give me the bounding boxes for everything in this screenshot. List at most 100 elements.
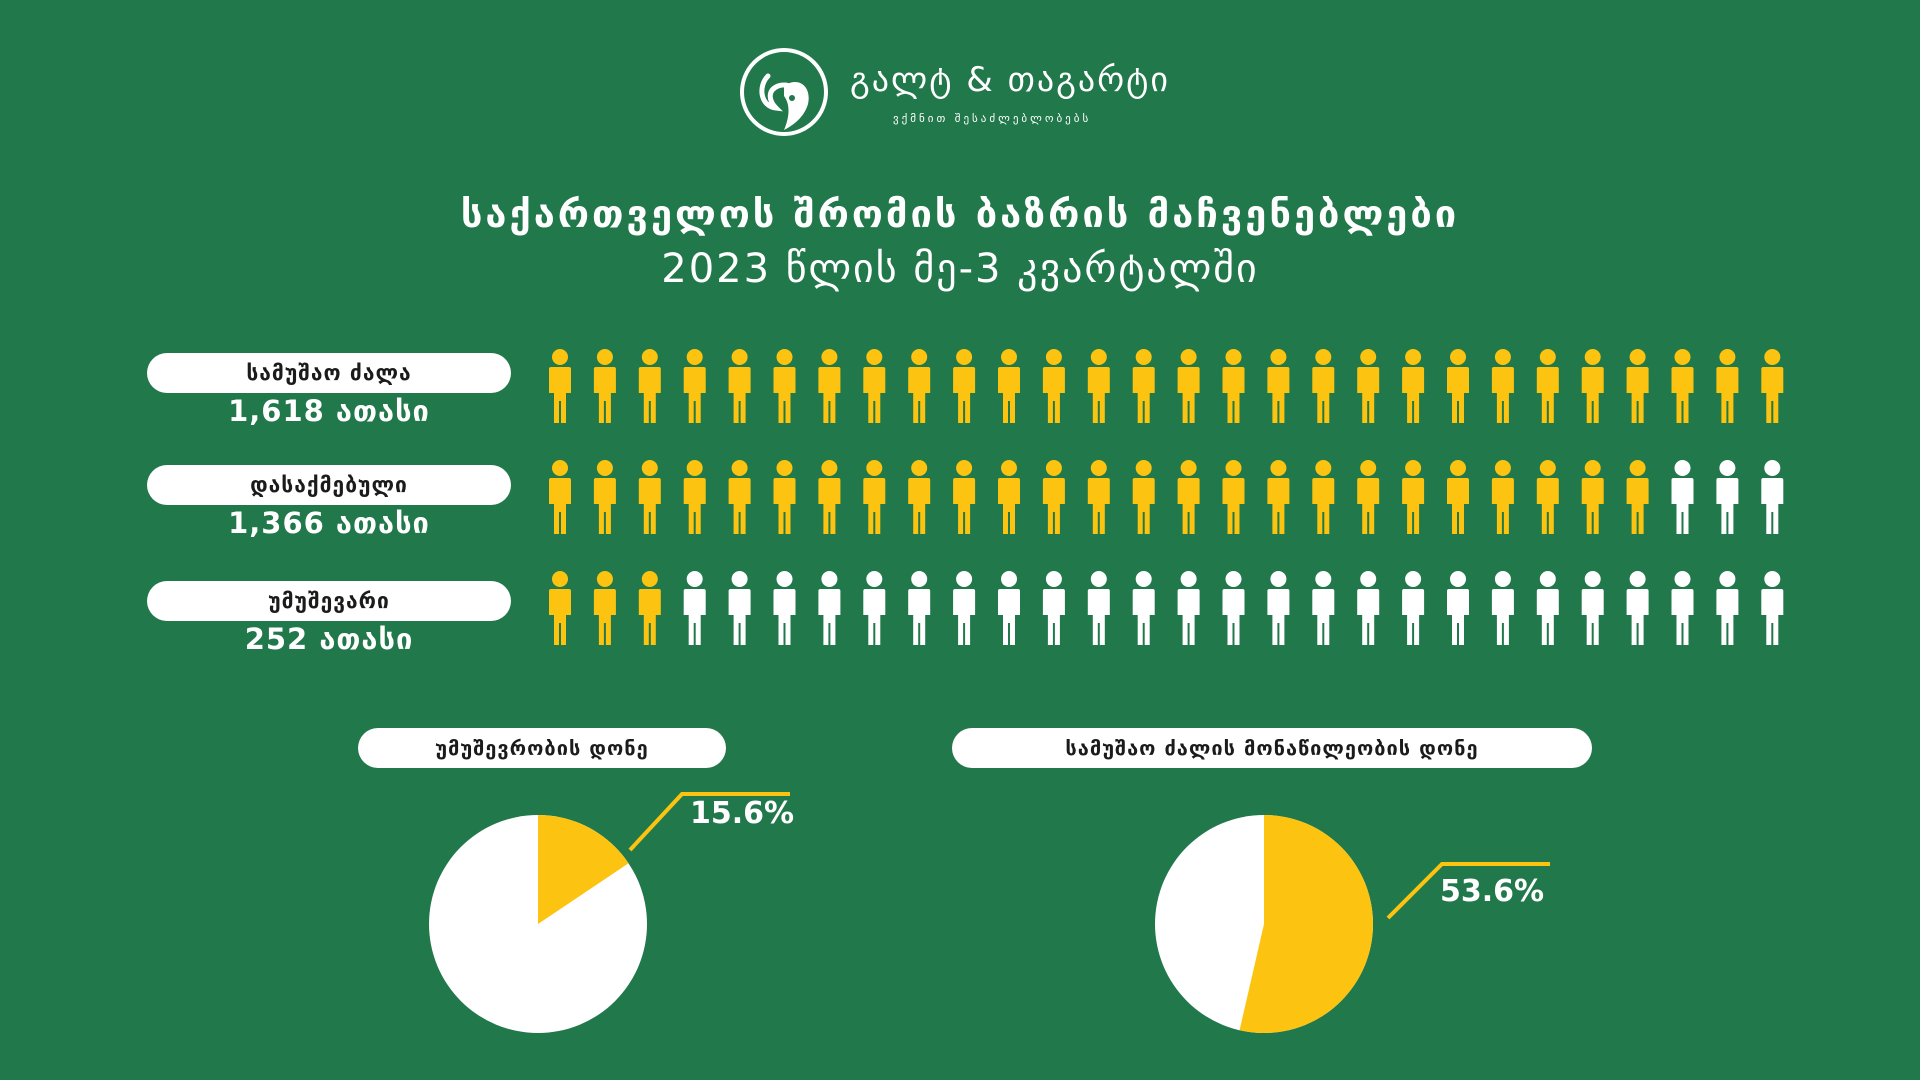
person-icon bbox=[549, 571, 571, 645]
brand-tagline: ვქმნით შესაძლებლობებს bbox=[893, 112, 1092, 125]
people-row-unemployed bbox=[548, 571, 1788, 647]
person-icon bbox=[908, 460, 931, 534]
person-icon bbox=[1087, 349, 1110, 423]
person-icon bbox=[1222, 460, 1245, 534]
person-icon bbox=[773, 460, 796, 534]
ram-head-icon bbox=[740, 48, 828, 136]
row-label-employed: დასაქმებული bbox=[147, 465, 511, 505]
person-icon bbox=[998, 571, 1020, 645]
person-icon bbox=[1716, 349, 1739, 423]
person-icon bbox=[549, 460, 571, 534]
pie-leader-line bbox=[1386, 862, 1550, 920]
pie-chart-unemployment-rate bbox=[429, 792, 790, 1033]
person-icon bbox=[1536, 571, 1559, 645]
person-icon bbox=[1536, 460, 1559, 534]
person-icon bbox=[1312, 460, 1335, 534]
person-icon bbox=[1402, 349, 1425, 423]
person-icon bbox=[683, 460, 706, 534]
person-icon bbox=[818, 349, 841, 423]
person-icon bbox=[908, 571, 931, 645]
person-icon bbox=[1132, 349, 1155, 423]
people-row-labor-force bbox=[548, 349, 1788, 425]
row-value-employed: 1,366 ათასი bbox=[228, 506, 430, 540]
person-icon bbox=[998, 460, 1020, 534]
person-icon bbox=[638, 349, 661, 423]
person-icon bbox=[1312, 571, 1335, 645]
person-icon bbox=[1357, 571, 1380, 645]
row-value-unemployed: 252 ათასი bbox=[244, 622, 414, 656]
people-row-svg bbox=[549, 571, 1784, 645]
person-icon bbox=[1132, 571, 1155, 645]
person-icon bbox=[1671, 571, 1694, 645]
person-icon bbox=[1491, 349, 1514, 423]
person-icon bbox=[728, 571, 751, 645]
brand-name: გალტ & თაგარტი bbox=[850, 60, 1171, 100]
person-icon bbox=[1626, 460, 1649, 534]
person-icon bbox=[638, 571, 661, 645]
person-icon bbox=[1447, 349, 1469, 423]
pie-slice-value bbox=[538, 815, 629, 924]
pie-chart-participation-rate bbox=[1155, 815, 1550, 1033]
person-icon bbox=[863, 460, 886, 534]
person-icon bbox=[1581, 349, 1604, 423]
person-icon bbox=[1402, 571, 1425, 645]
people-row-svg bbox=[549, 349, 1784, 423]
person-icon bbox=[1761, 460, 1784, 534]
pie-label-participation-rate: 53.6% bbox=[1440, 874, 1545, 909]
person-icon bbox=[1581, 460, 1604, 534]
person-icon bbox=[1491, 460, 1514, 534]
person-icon bbox=[863, 349, 886, 423]
pie-title-unemployment-rate: უმუშევრობის დონე bbox=[358, 728, 726, 768]
person-icon bbox=[1716, 571, 1739, 645]
person-icon bbox=[1716, 460, 1739, 534]
person-icon bbox=[1042, 571, 1065, 645]
person-icon bbox=[1087, 571, 1110, 645]
person-icon bbox=[1267, 571, 1290, 645]
person-icon bbox=[953, 349, 976, 423]
pie-leader-line bbox=[628, 792, 790, 852]
person-icon bbox=[1447, 571, 1469, 645]
row-label-unemployed: უმუშევარი bbox=[147, 581, 511, 621]
person-icon bbox=[953, 460, 976, 534]
person-icon bbox=[863, 571, 886, 645]
person-icon bbox=[908, 349, 931, 423]
page-title: საქართველოს შრომის ბაზრის მაჩვენებლები bbox=[460, 192, 1460, 236]
person-icon bbox=[593, 460, 616, 534]
person-icon bbox=[1626, 349, 1649, 423]
person-icon bbox=[1087, 460, 1110, 534]
person-icon bbox=[1581, 571, 1604, 645]
person-icon bbox=[1312, 349, 1335, 423]
pie-slice-value bbox=[1239, 815, 1373, 1033]
person-icon bbox=[1177, 460, 1200, 534]
person-icon bbox=[998, 349, 1020, 423]
person-icon bbox=[1132, 460, 1155, 534]
brand-logo: გალტ & თაგარტი ვქმნით შესაძლებლობებს bbox=[738, 46, 1198, 142]
person-icon bbox=[1761, 349, 1784, 423]
person-icon bbox=[1267, 460, 1290, 534]
person-icon bbox=[1357, 460, 1380, 534]
person-icon bbox=[593, 571, 616, 645]
person-icon bbox=[818, 571, 841, 645]
person-icon bbox=[1042, 460, 1065, 534]
person-icon bbox=[1761, 571, 1784, 645]
person-icon bbox=[1447, 460, 1469, 534]
pie-title-participation-rate: სამუშაო ძალის მონაწილეობის დონე bbox=[952, 728, 1592, 768]
person-icon bbox=[683, 571, 706, 645]
person-icon bbox=[638, 460, 661, 534]
person-icon bbox=[773, 571, 796, 645]
person-icon bbox=[1177, 349, 1200, 423]
person-icon bbox=[953, 571, 976, 645]
person-icon bbox=[728, 349, 751, 423]
people-row-svg bbox=[549, 460, 1784, 534]
person-icon bbox=[1402, 460, 1425, 534]
person-icon bbox=[1536, 349, 1559, 423]
person-icon bbox=[728, 460, 751, 534]
person-icon bbox=[1222, 349, 1245, 423]
person-icon bbox=[1491, 571, 1514, 645]
person-icon bbox=[1671, 460, 1694, 534]
page-subtitle: 2023 წლის მე-3 კვარტალში bbox=[661, 246, 1259, 292]
person-icon bbox=[1267, 349, 1290, 423]
person-icon bbox=[593, 349, 616, 423]
person-icon bbox=[1042, 349, 1065, 423]
person-icon bbox=[818, 460, 841, 534]
